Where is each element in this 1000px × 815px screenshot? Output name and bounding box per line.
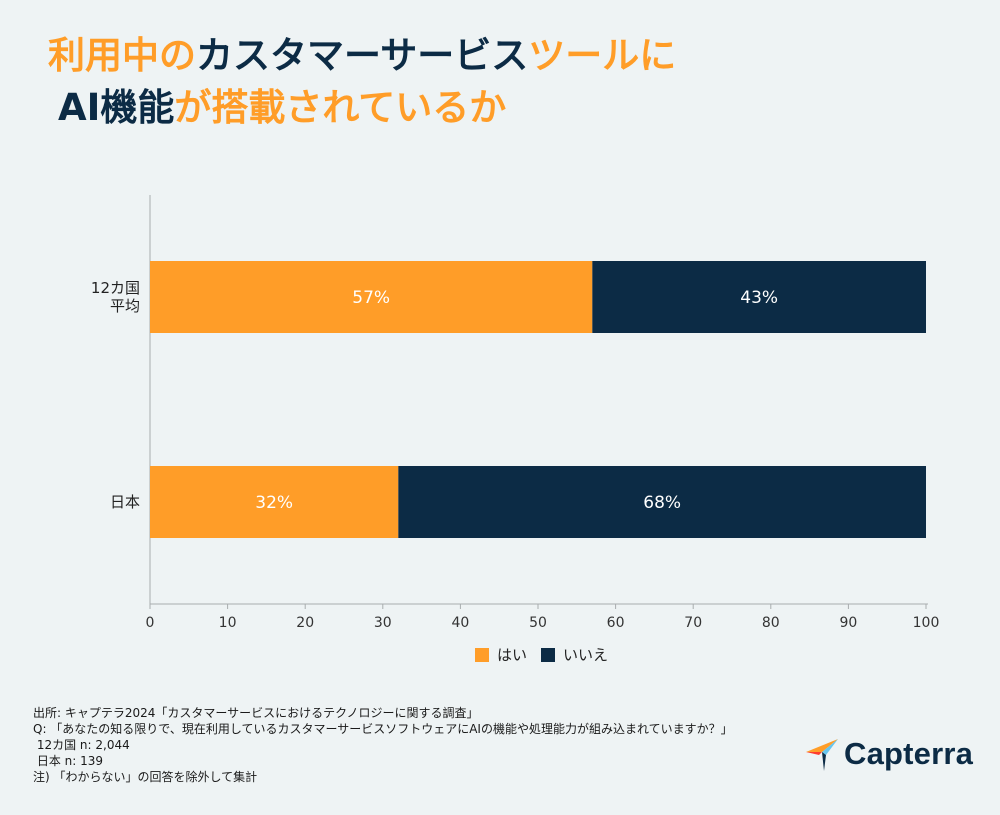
title-part: カスタマーサービス	[196, 34, 529, 77]
capterra-logo: Capterra	[806, 736, 973, 772]
title-line-2: AI機能が搭載されているか	[48, 82, 676, 134]
logo-text: Capterra	[844, 736, 974, 771]
x-tick-label: 80	[762, 615, 780, 631]
legend-label-no: いいえ	[563, 646, 609, 664]
x-tick-label: 40	[451, 615, 469, 631]
bar-segment	[592, 261, 926, 333]
title-part: 利用中の	[48, 34, 196, 77]
bar-segment	[398, 466, 926, 538]
capterra-arrow-icon	[806, 739, 838, 771]
sample-size-japan: 日本 n: 139	[33, 754, 104, 768]
x-tick-label: 90	[839, 615, 857, 631]
legend-label-yes: はい	[497, 646, 528, 664]
bar-data-label: 68%	[643, 493, 681, 513]
x-tick-label: 100	[913, 615, 940, 631]
bar-segment	[150, 261, 593, 333]
x-tick-label: 50	[529, 615, 547, 631]
category-label: 日本	[110, 493, 140, 511]
x-tick-label: 0	[146, 615, 155, 631]
legend-item-yes: はい	[475, 644, 527, 665]
category-label: 平均	[110, 297, 140, 315]
legend-swatch-yes	[475, 647, 489, 662]
x-tick-label: 60	[607, 615, 625, 631]
exclusion-note: 注) 「わからない」の回答を除外して集計	[33, 770, 258, 784]
title-part: ツールに	[528, 34, 677, 77]
bar-data-label: 32%	[255, 493, 293, 513]
footer-notes: 出所: キャプテラ2024「カスタマーサービスにおけるテクノロジーに関する調査」…	[33, 705, 773, 785]
x-tick-label: 20	[296, 615, 314, 631]
sample-size-avg: 12カ国 n: 2,044	[33, 738, 130, 752]
legend-item-no: いいえ	[541, 644, 608, 665]
bar-segment	[150, 466, 399, 538]
title-line-1: 利用中のカスタマーサービスツールに	[48, 30, 676, 82]
source-note: 出所: キャプテラ2024「カスタマーサービスにおけるテクノロジーに関する調査」	[33, 706, 479, 720]
x-tick-label: 30	[374, 615, 392, 631]
title-part: が搭載されているか	[174, 86, 507, 129]
x-tick-label: 10	[219, 615, 237, 631]
question-note: Q: 「あなたの知る限りで、現在利用しているカスタマーサービスソフトウェアにAI…	[33, 722, 733, 736]
legend: はい いいえ	[475, 644, 622, 665]
chart-title: 利用中のカスタマーサービスツールに AI機能が搭載されているか	[48, 30, 676, 134]
bar-data-label: 43%	[740, 288, 778, 308]
x-tick-label: 70	[684, 615, 702, 631]
title-part: AI機能	[58, 86, 175, 129]
bar-data-label: 57%	[352, 288, 390, 308]
legend-swatch-no	[541, 647, 556, 662]
category-label: 12カ国	[91, 279, 140, 297]
